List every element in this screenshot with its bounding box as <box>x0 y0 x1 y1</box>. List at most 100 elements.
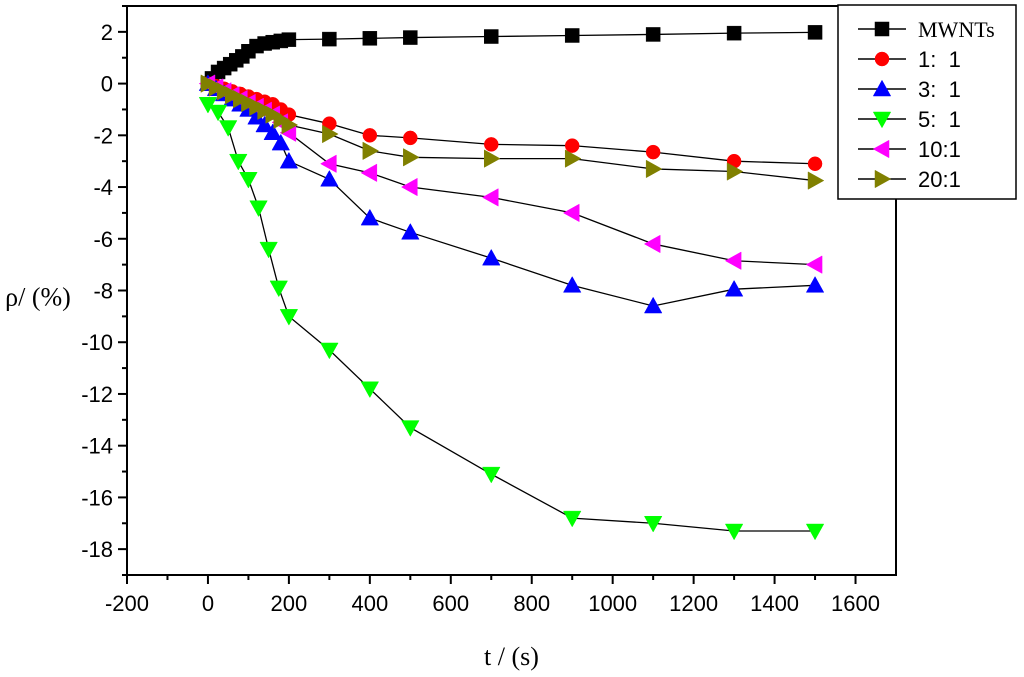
legend-marker <box>872 139 890 159</box>
data-point <box>259 241 278 259</box>
legend-entry: MWNTs <box>858 17 995 42</box>
legend: MWNTs 1: 1 3: 1 5: 1 10:1 20:1 <box>837 4 1017 200</box>
series-line <box>207 82 816 165</box>
y-tick-label: -14 <box>81 434 113 459</box>
x-tick-label: 1400 <box>750 591 799 616</box>
data-point <box>362 128 378 143</box>
series-markers-3 <box>198 97 825 541</box>
data-point <box>279 151 299 169</box>
series-markers-5 <box>200 74 825 190</box>
data-point <box>255 115 274 133</box>
axis-layer: -200 0 200 400 600 800 1000 1200 1400 1600 2 0 -2 -4 -… <box>81 5 880 616</box>
x-tick-label: 800 <box>513 591 550 616</box>
data-point <box>269 280 288 298</box>
data-point <box>208 104 228 122</box>
series-0 <box>207 31 816 84</box>
data-point <box>271 133 290 151</box>
data-point <box>484 149 501 168</box>
legend-marker <box>872 79 892 97</box>
data-point <box>726 25 742 41</box>
data-point <box>724 251 742 270</box>
data-point <box>807 171 825 190</box>
data-point <box>805 523 825 541</box>
legend-marker <box>874 51 890 67</box>
legend-marker <box>874 169 892 189</box>
data-point <box>481 188 499 207</box>
data-point <box>249 200 268 218</box>
data-point <box>645 159 663 179</box>
data-point <box>564 28 580 43</box>
data-point <box>807 25 823 40</box>
data-point <box>562 203 580 223</box>
series-1 <box>207 82 816 165</box>
x-tick-label: 1200 <box>669 591 718 616</box>
data-point <box>322 124 339 144</box>
data-point <box>726 162 744 181</box>
data-point <box>403 148 420 167</box>
data-point <box>482 248 501 266</box>
data-point <box>645 27 661 42</box>
y-tick-label: -16 <box>81 485 113 510</box>
legend-label: 1: 1 <box>918 47 961 72</box>
legend-label: MWNTs <box>918 17 995 42</box>
data-point <box>563 510 582 528</box>
data-point <box>807 156 823 172</box>
y-tick-label: -18 <box>81 537 113 562</box>
x-tick-label: 600 <box>432 591 469 616</box>
legend-entry: 5: 1 <box>858 107 961 132</box>
data-point <box>482 466 501 484</box>
data-point <box>360 381 380 399</box>
data-point <box>279 309 299 326</box>
y-tick-label: 0 <box>101 72 113 97</box>
y-tick-label: -6 <box>93 227 113 252</box>
legend-label: 3: 1 <box>918 77 961 102</box>
y-axis-title: ρ/ (%) <box>5 283 71 312</box>
legend-marker <box>874 21 890 37</box>
data-point <box>484 29 499 44</box>
data-point <box>805 276 825 293</box>
data-point <box>403 30 418 45</box>
data-point <box>281 115 299 135</box>
y-tick-label: 2 <box>101 20 113 45</box>
data-point <box>724 523 744 541</box>
x-tick-label: 0 <box>202 591 214 616</box>
data-point <box>281 32 297 47</box>
data-point <box>645 144 661 160</box>
legend-label: 5: 1 <box>918 107 961 132</box>
data-point <box>643 234 661 254</box>
legend-marker <box>872 111 892 129</box>
data-point <box>322 31 337 47</box>
series-line <box>207 83 816 266</box>
y-tick-label: -8 <box>93 279 113 304</box>
series-layer <box>198 25 825 541</box>
x-tick-label: -200 <box>105 591 149 616</box>
data-point <box>401 223 420 240</box>
data-point <box>263 123 282 140</box>
legend-entry: 3: 1 <box>858 77 961 102</box>
data-point <box>320 342 339 360</box>
series-3 <box>207 103 816 532</box>
series-line <box>207 103 816 532</box>
data-point <box>401 420 420 437</box>
x-tick-label: 1000 <box>588 591 637 616</box>
legend-label: 10:1 <box>918 137 961 162</box>
x-tick-label: 1600 <box>831 591 880 616</box>
data-point <box>805 255 823 274</box>
legend-entry: 1: 1 <box>858 47 961 72</box>
data-point <box>564 138 580 153</box>
data-point <box>643 516 663 533</box>
data-point <box>229 153 248 171</box>
data-point <box>362 31 378 46</box>
series-line <box>207 31 816 84</box>
series-4 <box>207 83 816 266</box>
data-point <box>219 120 238 137</box>
legend-label: 20:1 <box>918 167 961 192</box>
data-point <box>320 170 339 187</box>
y-tick-label: -2 <box>93 123 113 148</box>
data-point <box>362 141 380 161</box>
data-point <box>360 208 380 226</box>
data-point <box>563 276 582 293</box>
legend-entry: 20:1 <box>858 167 961 192</box>
data-point <box>403 130 418 146</box>
